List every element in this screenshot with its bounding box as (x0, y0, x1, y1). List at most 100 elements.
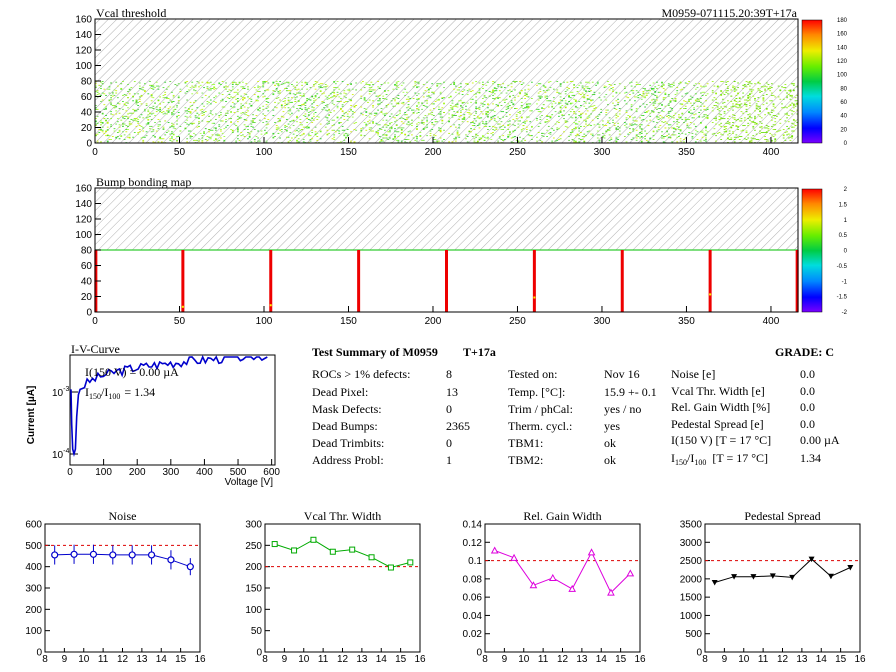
threshold-pixel (515, 81, 518, 82)
threshold-pixel (791, 94, 794, 96)
threshold-pixel (214, 87, 217, 89)
threshold-pixel (208, 96, 211, 98)
threshold-pixel (770, 112, 773, 113)
threshold-pixel (745, 104, 748, 106)
threshold-pixel (319, 90, 322, 92)
threshold-pixel (186, 85, 189, 87)
threshold-pixel (287, 123, 290, 125)
threshold-pixel (735, 119, 738, 121)
threshold-pixel (436, 84, 439, 86)
threshold-pixel (456, 104, 459, 106)
threshold-pixel (407, 135, 410, 137)
threshold-pixel (754, 122, 756, 123)
threshold-pixel (585, 81, 587, 83)
threshold-pixel (142, 87, 145, 89)
threshold-pixel (103, 93, 106, 95)
threshold-pixel (118, 129, 121, 131)
threshold-pixel (492, 134, 494, 136)
threshold-pixel (208, 121, 211, 123)
y-tick-label: 1000 (680, 611, 703, 622)
threshold-pixel (118, 131, 121, 133)
threshold-pixel (762, 104, 765, 106)
threshold-pixel (289, 90, 292, 92)
threshold-pixel (186, 81, 189, 82)
threshold-pixel (536, 136, 538, 138)
threshold-pixel (615, 138, 618, 140)
threshold-pixel (333, 87, 336, 89)
threshold-pixel (316, 139, 319, 141)
threshold-pixel (277, 118, 280, 120)
threshold-pixel (422, 122, 425, 123)
threshold-pixel (407, 106, 410, 108)
threshold-pixel (118, 124, 121, 126)
threshold-pixel (661, 121, 663, 123)
threshold-pixel (784, 113, 787, 115)
threshold-pixel (490, 117, 493, 119)
threshold-pixel (767, 125, 770, 127)
threshold-pixel (520, 130, 523, 132)
x-tick-label: 8 (482, 654, 488, 665)
threshold-pixel (684, 137, 687, 139)
threshold-pixel (157, 99, 160, 101)
threshold-pixel (510, 141, 513, 143)
threshold-pixel (581, 96, 584, 98)
threshold-pixel (311, 103, 314, 105)
threshold-pixel (225, 115, 227, 116)
threshold-pixel (461, 118, 464, 120)
threshold-pixel (470, 131, 472, 133)
threshold-pixel (218, 135, 221, 137)
threshold-pixel (272, 90, 275, 92)
threshold-pixel (100, 122, 102, 123)
summary-value: 15.9 +- 0.1 (604, 385, 657, 399)
threshold-pixel (394, 84, 396, 85)
threshold-pixel (245, 125, 248, 127)
summary-value: ok (604, 436, 616, 450)
threshold-pixel (285, 118, 288, 120)
threshold-pixel (387, 139, 390, 140)
threshold-pixel (277, 84, 280, 85)
threshold-pixel (198, 125, 200, 127)
threshold-pixel (681, 103, 684, 105)
threshold-pixel (507, 134, 510, 136)
threshold-pixel (407, 139, 410, 140)
threshold-pixel (607, 81, 609, 82)
threshold-pixel (225, 88, 227, 90)
threshold-pixel (328, 108, 331, 110)
threshold-pixel (133, 132, 136, 133)
threshold-pixel (336, 91, 339, 93)
threshold-pixel (118, 112, 121, 114)
threshold-pixel (422, 92, 425, 94)
threshold-pixel (95, 118, 97, 120)
threshold-pixel (769, 114, 772, 116)
threshold-pixel (306, 84, 309, 85)
threshold-pixel (667, 115, 670, 116)
threshold-pixel (189, 136, 192, 137)
threshold-pixel (698, 101, 701, 102)
threshold-pixel (705, 109, 707, 111)
threshold-pixel (772, 129, 775, 130)
threshold-pixel (350, 140, 352, 142)
threshold-pixel (323, 101, 325, 103)
threshold-pixel (145, 131, 148, 133)
data-point (548, 573, 557, 581)
threshold-pixel (458, 136, 461, 138)
threshold-pixel (661, 85, 663, 87)
threshold-pixel (135, 101, 138, 103)
threshold-pixel (740, 103, 743, 105)
threshold-pixel (762, 132, 765, 133)
x-tick-label: 11 (318, 654, 329, 665)
threshold-pixel (468, 131, 471, 133)
threshold-pixel (355, 89, 358, 91)
threshold-pixel (326, 110, 329, 112)
threshold-pixel (155, 130, 158, 132)
threshold-pixel (147, 122, 150, 124)
threshold-pixel (735, 104, 738, 106)
threshold-pixel (530, 135, 533, 137)
palette-tick-label: -2 (842, 310, 848, 316)
threshold-pixel (754, 138, 756, 140)
threshold-pixel (476, 117, 479, 119)
threshold-pixel (223, 106, 226, 108)
threshold-pixel (559, 99, 562, 101)
threshold-pixel (312, 107, 315, 109)
